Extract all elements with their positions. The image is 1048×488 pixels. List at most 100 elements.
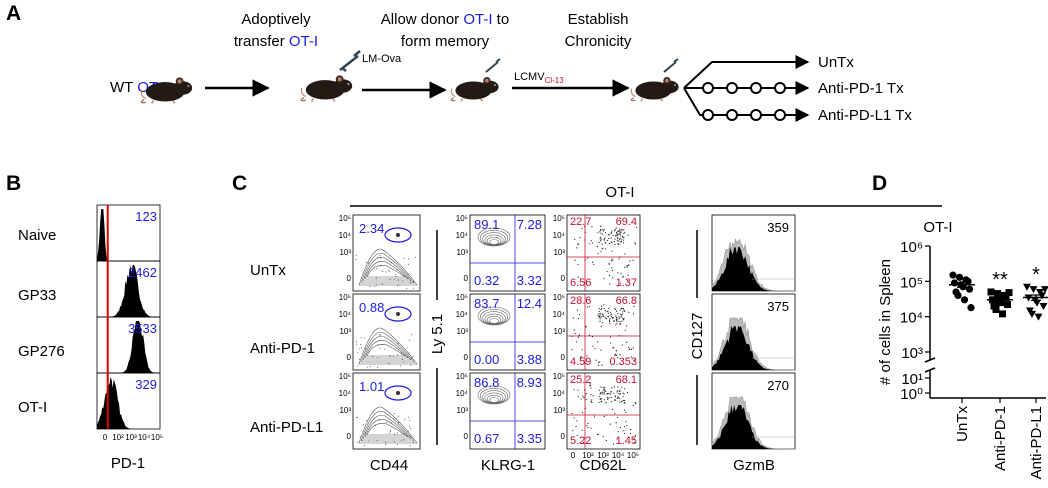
event — [626, 265, 628, 267]
event — [620, 316, 622, 318]
quadrant-value: 8.93 — [517, 375, 542, 390]
event — [602, 233, 604, 235]
event — [397, 432, 399, 434]
event — [391, 422, 393, 424]
event — [621, 344, 623, 346]
event — [577, 389, 579, 391]
event — [608, 274, 611, 276]
event — [369, 366, 371, 368]
event — [623, 275, 625, 277]
mfi: 2462 — [128, 265, 157, 280]
y-tick-label: 0 — [347, 432, 352, 441]
event — [601, 229, 603, 231]
event — [609, 320, 611, 323]
event — [573, 417, 575, 419]
event — [393, 278, 395, 280]
quadrant-value: 3.35 — [517, 431, 542, 446]
event — [611, 313, 613, 315]
event — [632, 259, 634, 261]
event — [591, 261, 594, 263]
event — [600, 308, 602, 311]
y-tick-label: 10⁴ — [553, 310, 566, 319]
event — [613, 399, 616, 401]
point — [964, 277, 972, 285]
event — [621, 313, 624, 315]
event — [633, 441, 636, 444]
event — [576, 434, 578, 436]
event — [629, 348, 631, 350]
plot-frame — [566, 214, 641, 292]
event — [601, 391, 604, 393]
event — [609, 318, 611, 320]
event — [393, 413, 395, 415]
contour — [482, 390, 506, 404]
x-tick-label: 10³ — [597, 451, 609, 460]
event — [412, 441, 414, 443]
event — [601, 305, 603, 307]
event — [379, 335, 381, 337]
event — [598, 312, 600, 315]
event — [633, 359, 635, 361]
event — [378, 340, 380, 342]
event — [622, 311, 624, 313]
event — [408, 258, 410, 260]
event — [617, 236, 619, 238]
event — [603, 399, 605, 401]
event — [402, 280, 404, 282]
event — [396, 312, 400, 316]
event — [616, 240, 618, 242]
contour — [364, 340, 409, 359]
event — [615, 227, 617, 229]
event — [618, 390, 621, 393]
event — [619, 233, 621, 235]
y-tick-label: 10⁵ — [900, 274, 923, 291]
event — [613, 320, 615, 323]
event — [601, 397, 603, 400]
event — [581, 227, 583, 229]
event — [583, 396, 585, 399]
event — [598, 310, 600, 313]
y-tick-label: 0 — [561, 432, 566, 441]
event — [411, 333, 413, 335]
event — [622, 276, 624, 278]
contour — [489, 397, 499, 403]
chart-title: OT-I — [923, 219, 952, 236]
event — [614, 307, 616, 310]
event — [355, 343, 357, 345]
event — [598, 315, 600, 317]
quadrant-value: 69.4 — [616, 216, 637, 228]
event — [381, 271, 383, 273]
quadrant-value: 4.59 — [570, 356, 591, 368]
quadrant-value: 1.45 — [616, 435, 637, 447]
event — [623, 232, 625, 235]
event — [606, 393, 609, 395]
event — [392, 355, 394, 357]
arm-label: Anti-PD-L1 Tx — [818, 107, 912, 124]
event — [586, 257, 589, 259]
event — [379, 255, 381, 257]
event — [387, 269, 389, 271]
gate — [384, 227, 412, 243]
event — [632, 313, 635, 315]
plot-frame — [469, 214, 546, 292]
event — [615, 319, 617, 321]
event — [571, 412, 573, 415]
point — [1023, 283, 1031, 291]
event — [580, 356, 582, 358]
event — [600, 316, 602, 318]
event — [600, 232, 602, 234]
event — [613, 240, 615, 243]
event — [363, 424, 365, 426]
event — [626, 392, 629, 394]
event — [613, 319, 615, 321]
point — [992, 305, 1000, 313]
histogram — [97, 265, 160, 317]
text: to — [493, 11, 510, 28]
contour — [362, 256, 412, 282]
event — [613, 386, 615, 388]
event — [611, 242, 613, 244]
event — [610, 232, 613, 234]
event — [385, 441, 387, 443]
event — [610, 391, 612, 393]
y-tick-label: 10¹ — [901, 371, 923, 388]
